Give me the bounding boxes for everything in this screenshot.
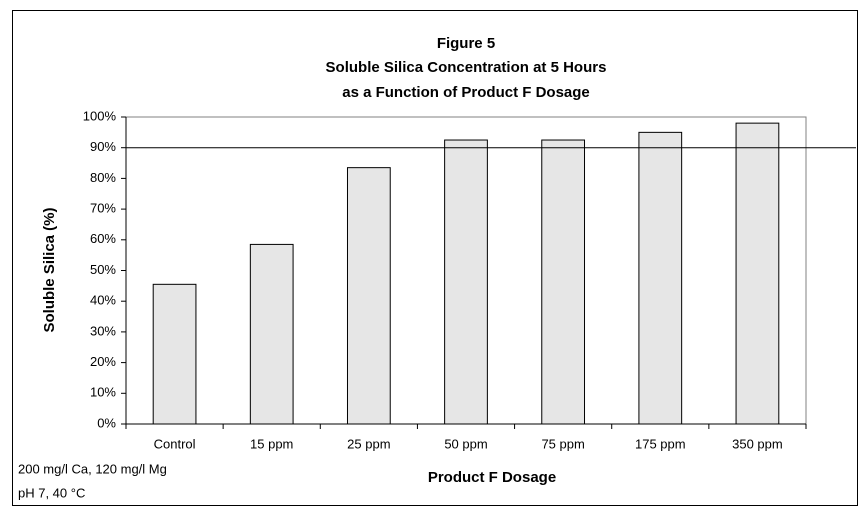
y-tick-label: 20% xyxy=(90,354,116,369)
bar xyxy=(346,167,391,425)
x-tick-label: 175 ppm xyxy=(635,436,686,451)
bar xyxy=(249,243,294,425)
x-tick-label: 50 ppm xyxy=(444,436,487,451)
annotation: 200 mg/l Ca, 120 mg/l Mg xyxy=(18,461,167,476)
y-tick-label: 80% xyxy=(90,170,116,185)
x-tick-label: Control xyxy=(154,436,196,451)
x-axis-label: Product F Dosage xyxy=(428,469,556,486)
y-tick-label: 50% xyxy=(90,262,116,277)
chart-title: Soluble Silica Concentration at 5 Hours xyxy=(326,59,607,76)
annotation: pH 7, 40 °C xyxy=(18,485,85,500)
y-tick-label: 30% xyxy=(90,323,116,338)
chart-title: Figure 5 xyxy=(437,35,495,52)
bar xyxy=(152,283,197,425)
x-tick-label: 25 ppm xyxy=(347,436,390,451)
y-tick-label: 100% xyxy=(83,108,117,123)
bar xyxy=(735,122,780,425)
bar xyxy=(541,139,586,425)
y-tick-label: 40% xyxy=(90,293,116,308)
x-tick-label: 15 ppm xyxy=(250,436,293,451)
plot-frame xyxy=(126,116,807,424)
x-tick-label: 350 ppm xyxy=(732,436,783,451)
y-tick-label: 60% xyxy=(90,231,116,246)
y-tick-label: 10% xyxy=(90,385,116,400)
x-tick-label: 75 ppm xyxy=(541,436,584,451)
bar xyxy=(444,139,488,425)
bar xyxy=(638,131,683,425)
y-axis-label: Soluble Silica (%) xyxy=(41,207,58,332)
y-tick-label: 70% xyxy=(90,201,116,216)
y-tick-label: 90% xyxy=(90,139,116,154)
y-tick-label: 0% xyxy=(97,415,116,430)
chart-title: as a Function of Product F Dosage xyxy=(342,84,590,101)
